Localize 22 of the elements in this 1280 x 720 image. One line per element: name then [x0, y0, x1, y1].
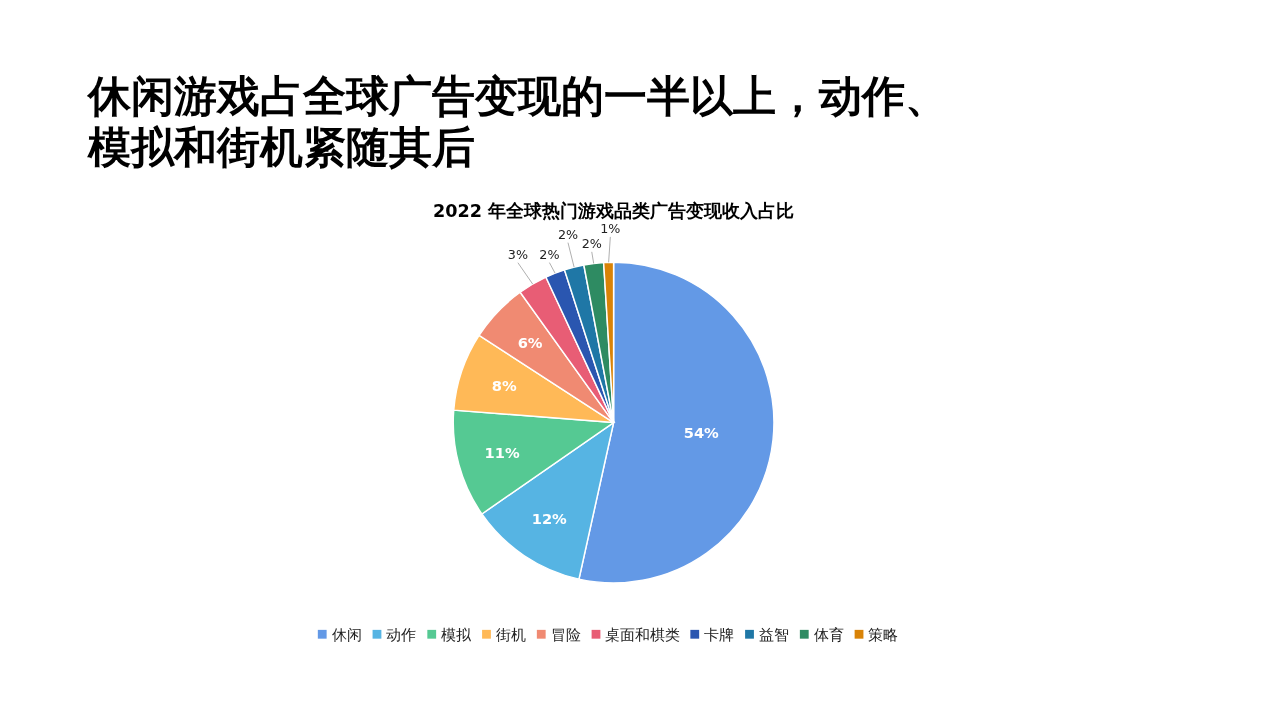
data-label: 8%: [491, 377, 517, 395]
legend-label: 卡牌: [704, 625, 735, 643]
legend-label: 冒险: [550, 625, 581, 643]
data-label: 12%: [531, 509, 568, 527]
data-label: 11%: [484, 444, 520, 462]
chart-title: 休闲游戏占全球广告变现的一半以上，动作、模拟和街机紧随其后: [85, 70, 948, 173]
legend-label: 休闲: [331, 625, 362, 643]
data-label: 6%: [517, 334, 543, 352]
legend-label: 动作: [386, 625, 417, 643]
data-label: 3%: [507, 246, 528, 262]
data-label: 2%: [539, 246, 560, 262]
legend-label: 策略: [868, 625, 899, 643]
data-label: 2%: [581, 235, 602, 251]
chart-subtitle: 2022 年全球热门游戏品类广告变现收入占比: [433, 201, 795, 222]
data-label: 2%: [557, 226, 579, 242]
legend-label: 桌面和棋类: [605, 625, 681, 643]
data-label: 54%: [683, 423, 720, 441]
legend-label: 体育: [813, 625, 844, 643]
legend-label: 街机: [495, 625, 526, 643]
legend-label: 益智: [758, 625, 789, 643]
legend-label: 模拟: [441, 625, 473, 643]
data-label: 1%: [600, 220, 621, 236]
